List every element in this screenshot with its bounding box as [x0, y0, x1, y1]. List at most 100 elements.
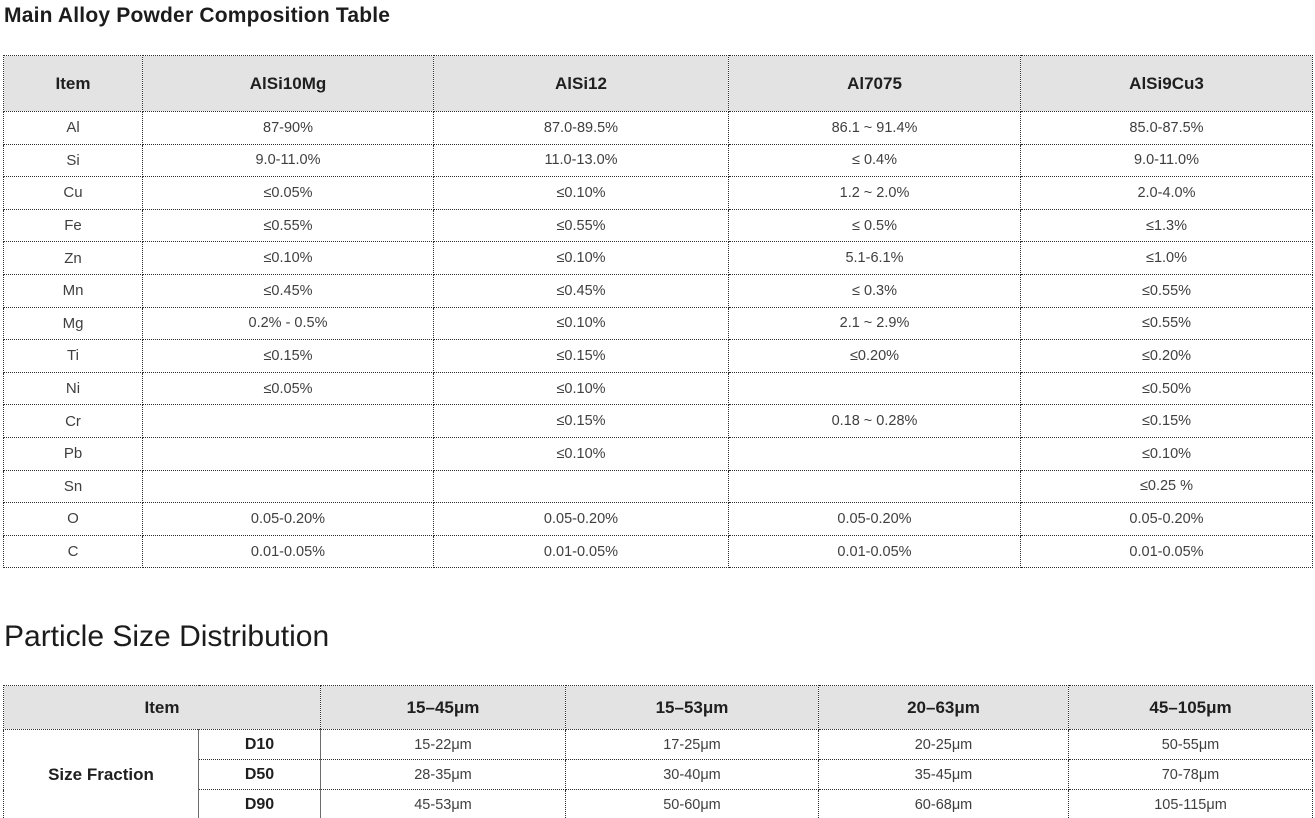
table-row: Cu ≤0.05% ≤0.10% 1.2 ~ 2.0% 2.0-4.0%	[3, 176, 1313, 210]
composition-header-alsi9cu3: AlSi9Cu3	[1020, 55, 1313, 112]
composition-value: ≤0.05%	[142, 371, 434, 406]
table-row: Pb ≤0.10% ≤0.10%	[3, 436, 1313, 471]
d50-label: D50	[198, 759, 321, 791]
composition-value: ≤1.3%	[1020, 208, 1313, 243]
element-symbol: Mn	[3, 273, 143, 308]
composition-header-alsi12: AlSi12	[433, 55, 729, 112]
composition-header-item: Item	[3, 55, 143, 112]
composition-header-row: Item AlSi10Mg AlSi12 Al7075 AlSi9Cu3	[3, 55, 1313, 112]
composition-value: ≤0.25 %	[1020, 469, 1313, 504]
composition-value: 87.0-89.5%	[433, 111, 729, 145]
psd-value: 30-40μm	[565, 759, 819, 791]
psd-value: 35-45μm	[818, 759, 1069, 791]
particle-size-header-row: Item 15–45μm 15–53μm 20–63μm 45–105μm	[3, 685, 1313, 731]
composition-value: 87-90%	[142, 111, 434, 145]
element-symbol: Ti	[3, 339, 143, 373]
composition-value: 0.2% - 0.5%	[142, 306, 434, 341]
composition-value: ≤0.10%	[1020, 436, 1313, 471]
psd-value: 50-60μm	[565, 789, 819, 818]
composition-value: ≤0.10%	[433, 436, 729, 471]
composition-value: ≤0.55%	[1020, 273, 1313, 308]
composition-value: ≤0.45%	[433, 273, 729, 308]
psd-value: 105-115μm	[1068, 789, 1313, 818]
composition-value: 0.01-0.05%	[1020, 534, 1313, 569]
table-row: Mg 0.2% - 0.5% ≤0.10% 2.1 ~ 2.9% ≤0.55%	[3, 306, 1313, 341]
psd-header-15-45: 15–45μm	[320, 685, 566, 731]
table-row: Fe ≤0.55% ≤0.55% ≤ 0.5% ≤1.3%	[3, 208, 1313, 243]
table-row: Zn ≤0.10% ≤0.10% 5.1-6.1% ≤1.0%	[3, 241, 1313, 275]
psd-value: 45-53μm	[320, 789, 566, 818]
composition-value	[728, 436, 1021, 471]
composition-value: 5.1-6.1%	[728, 241, 1021, 275]
element-symbol: Cr	[3, 404, 143, 438]
element-symbol: Fe	[3, 208, 143, 243]
element-symbol: Ni	[3, 371, 143, 406]
composition-value	[142, 469, 434, 504]
composition-value: 0.05-0.20%	[142, 502, 434, 536]
table-row: Cr ≤0.15% 0.18 ~ 0.28% ≤0.15%	[3, 404, 1313, 438]
composition-value: 2.1 ~ 2.9%	[728, 306, 1021, 341]
composition-header-alsi10mg: AlSi10Mg	[142, 55, 434, 112]
composition-value: ≤0.15%	[433, 339, 729, 373]
composition-value: ≤0.20%	[728, 339, 1021, 373]
composition-value: 1.2 ~ 2.0%	[728, 176, 1021, 210]
table-row: Size Fraction D10 15-22μm 17-25μm 20-25μ…	[3, 729, 1313, 818]
composition-value: ≤0.55%	[142, 208, 434, 243]
element-symbol: O	[3, 502, 143, 536]
composition-value: ≤0.15%	[142, 339, 434, 373]
psd-value: 20-25μm	[818, 729, 1069, 761]
composition-value: ≤0.15%	[433, 404, 729, 438]
psd-value: 17-25μm	[565, 729, 819, 761]
psd-value: 50-55μm	[1068, 729, 1313, 761]
composition-value: 0.05-0.20%	[728, 502, 1021, 536]
psd-value: 28-35μm	[320, 759, 566, 791]
size-fraction-label: Size Fraction	[3, 729, 199, 818]
psd-value: 60-68μm	[818, 789, 1069, 818]
element-symbol: Mg	[3, 306, 143, 341]
composition-value: ≤ 0.5%	[728, 208, 1021, 243]
particle-size-table: Item 15–45μm 15–53μm 20–63μm 45–105μm Si…	[3, 685, 1313, 818]
composition-value: ≤0.15%	[1020, 404, 1313, 438]
composition-value	[142, 404, 434, 438]
psd-header-20-63: 20–63μm	[818, 685, 1069, 731]
composition-value: ≤0.10%	[142, 241, 434, 275]
composition-value: 9.0-11.0%	[142, 143, 434, 178]
table-row: D90 45-53μm 50-60μm 60-68μm 105-115μm	[4, 789, 1313, 818]
table-row: Al 87-90% 87.0-89.5% 86.1 ~ 91.4% 85.0-8…	[3, 111, 1313, 145]
composition-value: 0.05-0.20%	[433, 502, 729, 536]
composition-value: ≤0.20%	[1020, 339, 1313, 373]
composition-value	[728, 371, 1021, 406]
composition-value: 11.0-13.0%	[433, 143, 729, 178]
element-symbol: Pb	[3, 436, 143, 471]
composition-value: ≤0.45%	[142, 273, 434, 308]
psd-value: 70-78μm	[1068, 759, 1313, 791]
psd-value: 15-22μm	[320, 729, 566, 761]
table-row: Mn ≤0.45% ≤0.45% ≤ 0.3% ≤0.55%	[3, 273, 1313, 308]
table-row: Si 9.0-11.0% 11.0-13.0% ≤ 0.4% 9.0-11.0%	[3, 143, 1313, 178]
composition-header-al7075: Al7075	[728, 55, 1021, 112]
table-row: Ti ≤0.15% ≤0.15% ≤0.20% ≤0.20%	[3, 339, 1313, 373]
composition-value: 0.05-0.20%	[1020, 502, 1313, 536]
composition-value: 9.0-11.0%	[1020, 143, 1313, 178]
composition-value: ≤0.10%	[433, 176, 729, 210]
composition-value: ≤1.0%	[1020, 241, 1313, 275]
d90-label: D90	[198, 789, 321, 818]
composition-value: 0.01-0.05%	[433, 534, 729, 569]
composition-value: 86.1 ~ 91.4%	[728, 111, 1021, 145]
composition-value: ≤0.50%	[1020, 371, 1313, 406]
composition-value	[142, 436, 434, 471]
table-row: Sn ≤0.25 %	[3, 469, 1313, 504]
composition-value: ≤0.55%	[1020, 306, 1313, 341]
element-symbol: Zn	[3, 241, 143, 275]
composition-table-title: Main Alloy Powder Composition Table	[4, 4, 391, 27]
composition-value	[728, 469, 1021, 504]
d10-label: D10	[198, 729, 321, 761]
element-symbol: Sn	[3, 469, 143, 504]
table-row: C 0.01-0.05% 0.01-0.05% 0.01-0.05% 0.01-…	[3, 534, 1313, 569]
composition-value: ≤ 0.4%	[728, 143, 1021, 178]
composition-value: ≤0.10%	[433, 241, 729, 275]
composition-value	[433, 469, 729, 504]
element-symbol: Cu	[3, 176, 143, 210]
psd-header-45-105: 45–105μm	[1068, 685, 1313, 731]
